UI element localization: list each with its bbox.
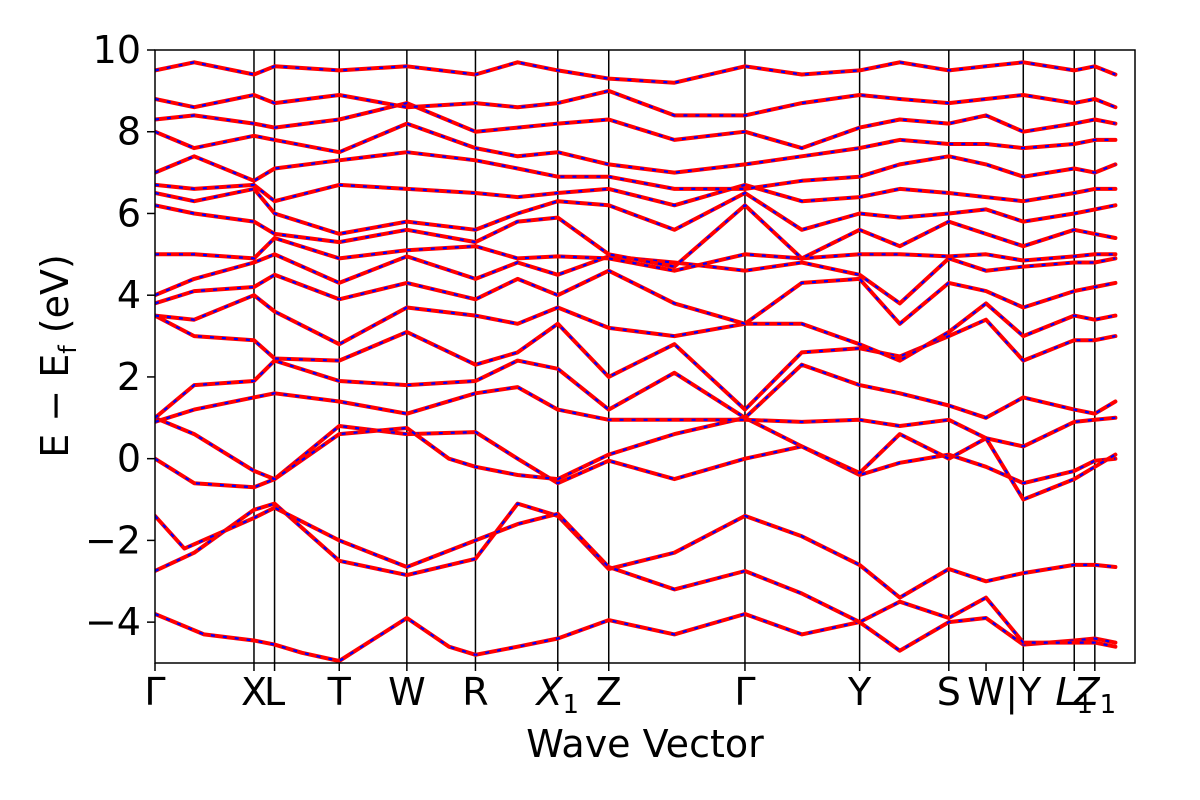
y-tick-label: −2 [85, 518, 141, 562]
x-tick-label: T [327, 670, 352, 714]
band-line-dashed [155, 122, 1116, 174]
y-ticks: −4 −2 0 2 4 6 8 10 [85, 28, 155, 644]
band-line-solid [155, 236, 1118, 273]
x-tick-label: X [241, 670, 267, 714]
y-axis-label-sub: f [54, 345, 82, 354]
x-tick-label: Γ [144, 670, 165, 714]
band-line-dashed [155, 101, 1116, 150]
band-line-dashed [155, 203, 1116, 268]
y-tick-label: −4 [85, 600, 141, 644]
y-tick-label: 2 [117, 355, 141, 399]
x-tick-label: W [967, 670, 1005, 714]
x-tick-label: L [264, 670, 285, 714]
band-line-dashed [155, 269, 1116, 326]
y-axis-label: E − Ef (eV) [33, 254, 82, 458]
x-tick-label: Y [847, 670, 872, 714]
band-line-solid [155, 501, 1118, 600]
y-tick-label: 10 [93, 28, 141, 72]
band-line-dashed [155, 385, 1116, 448]
band-line-dashed [155, 151, 1116, 190]
band-line-dashed [155, 424, 1116, 489]
x-tick-label: L1 [1055, 670, 1093, 720]
band-line-solid [155, 252, 1118, 306]
band-line-solid [155, 415, 1118, 502]
plot-frame [154, 49, 1136, 664]
x-tick-label: R [462, 670, 488, 714]
band-line-solid [155, 186, 1118, 236]
x-tick-label: Γ [734, 670, 755, 714]
band-line-solid [155, 358, 1118, 420]
x-tick-label: Z [596, 670, 622, 714]
y-tick-label: 6 [117, 191, 141, 235]
band-line-dashed [155, 183, 1116, 207]
band-line-dashed [155, 61, 1116, 84]
band-line-solid [155, 612, 1118, 663]
band-line-dashed [155, 293, 1116, 362]
x-tick-label: X1 [534, 670, 579, 720]
x-tick-label: W [388, 670, 426, 714]
band-line-dashed [155, 89, 1116, 117]
band-line-dashed [155, 506, 1116, 648]
x-axis-label: Wave Vector [526, 722, 764, 766]
x-tick-label: Z1 [1073, 670, 1117, 720]
y-axis-label-unit: (eV) [33, 254, 77, 345]
bands [155, 60, 1118, 663]
x-tick-label: S [937, 670, 961, 714]
band-line-solid [155, 313, 1118, 412]
y-axis-label-main: E − E [33, 354, 77, 458]
y-tick-label: 0 [117, 437, 141, 481]
y-tick-label: 4 [117, 273, 141, 317]
y-tick-label: 8 [117, 110, 141, 154]
x-tick-label: |Y [1005, 670, 1042, 715]
